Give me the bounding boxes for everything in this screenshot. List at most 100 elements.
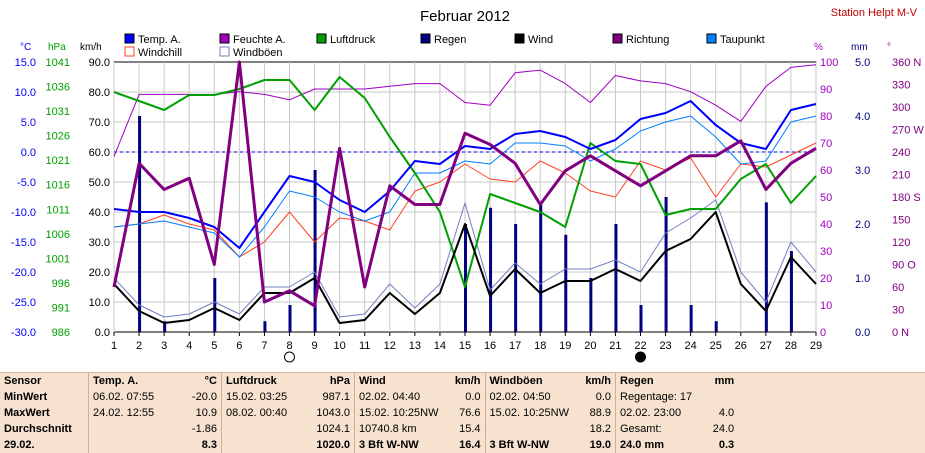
humidity-tick-label: 20 <box>820 273 832 285</box>
x-tick-label: 9 <box>312 340 318 352</box>
x-tick-label: 25 <box>710 340 722 352</box>
direction-tick-label: 210 <box>892 170 910 182</box>
hdr-temp: Temp. A. <box>88 373 177 389</box>
left-axes: 15.0 10.0 5.0 0.0 -5.0 -10.0 -15.0 -20.0 -25.0 -3… <box>11 57 110 339</box>
hdr-temp-unit: °C <box>204 375 217 387</box>
kmh-tick-label: 90.0 <box>89 57 110 69</box>
x-tick-label: 4 <box>186 340 192 352</box>
rain-tick-label: 3.0 <box>855 165 870 177</box>
hdr-sensor: Sensor <box>4 375 42 387</box>
press-when <box>221 437 312 453</box>
rain-bar <box>514 224 518 332</box>
legend-swatch <box>514 33 525 44</box>
legend-label: Regen <box>434 34 466 46</box>
pressure-tick-label: 1006 <box>46 229 70 241</box>
wind-when: 10740.8 km <box>354 421 443 437</box>
row-label: MinWert <box>4 391 48 403</box>
temp-tick-label: -10.0 <box>11 207 36 219</box>
rain-bar <box>313 170 317 332</box>
rain-bar <box>689 305 693 332</box>
temp-when: 06.02. 07:55 <box>88 389 177 405</box>
x-tick-label: 24 <box>685 340 697 352</box>
temp-value: -20.0 <box>191 391 217 403</box>
wind-value: 0.0 <box>465 391 481 403</box>
direction-tick-label: 330 <box>892 80 910 92</box>
press-value: 987.1 <box>322 391 350 403</box>
pressure-tick-label: 1031 <box>46 106 70 118</box>
series-line-luftdruck <box>113 76 817 288</box>
temp-value: 10.9 <box>195 407 217 419</box>
series-line-temp-a- <box>113 100 817 249</box>
temp-when: 24.02. 12:55 <box>88 405 177 421</box>
stats-panel: Sensor Temp. A. °C Luftdruck hPa Wind km… <box>0 372 925 453</box>
rain-tick-label: 1.0 <box>855 273 870 285</box>
legend-label: Windböen <box>233 47 283 59</box>
legend-label: Feuchte A. <box>233 34 286 46</box>
rain-bar <box>789 251 793 332</box>
kmh-tick-label: 50.0 <box>89 177 110 189</box>
pressure-tick-label: 996 <box>52 278 70 290</box>
pressure-tick-label: 1001 <box>46 253 70 265</box>
rain-tick-label: 0.0 <box>855 327 870 339</box>
kmh-tick-label: 80.0 <box>89 87 110 99</box>
rain-bar <box>614 224 618 332</box>
rain-tick-label: 4.0 <box>855 111 870 123</box>
legend-label: Taupunkt <box>720 34 765 46</box>
pressure-tick-label: 991 <box>52 302 70 314</box>
legend-label: Windchill <box>138 47 182 59</box>
rain-bar <box>213 278 217 332</box>
gust-when: 3 Bft W-NW <box>484 437 573 453</box>
hdr-press: Luftdruck <box>221 373 312 389</box>
kmh-tick-label: 60.0 <box>89 147 110 159</box>
temp-tick-label: -20.0 <box>11 267 36 279</box>
direction-tick-label: 360 N <box>892 57 921 69</box>
moon-phase-icon <box>284 351 295 363</box>
hdr-rain-unit: mm <box>714 375 735 387</box>
x-tick-label: 3 <box>161 340 167 352</box>
rain-tick-label: 5.0 <box>855 57 870 69</box>
rain-bar <box>764 202 768 332</box>
x-tick-label: 16 <box>484 340 496 352</box>
stats-row-max: MaxWert 24.02. 12:55 10.9 08.02. 00:40 1… <box>0 405 738 421</box>
hdr-wind: Wind <box>354 373 443 389</box>
humidity-tick-label: 30 <box>820 246 832 258</box>
series-lines <box>112 60 817 324</box>
legend-swatch <box>124 46 135 57</box>
x-axis: 1 2 3 4 5 6 7 8 9 10 11 12 13 14 15 16 17 18 19 20 21 22 23 24 2… <box>111 332 822 363</box>
rain-bar <box>714 321 718 332</box>
x-tick-label: 8 <box>286 340 292 352</box>
x-tick-label: 10 <box>334 340 346 352</box>
pressure-tick-label: 1026 <box>46 131 70 143</box>
rain-value: 0.3 <box>718 439 735 451</box>
temp-value: 8.3 <box>201 439 217 451</box>
pressure-axis-unit: hPa <box>48 42 66 53</box>
rain-bar <box>163 321 167 332</box>
legend-swatch <box>219 33 230 44</box>
weather-chart: Februar 2012 Station Helpt M-V Temp. A. F… <box>11 7 924 363</box>
direction-tick-label: 240 <box>892 147 910 159</box>
wind-value: 76.6 <box>459 407 481 419</box>
press-when: 15.02. 03:25 <box>221 389 312 405</box>
humidity-tick-label: 0 <box>820 327 826 339</box>
legend-label: Richtung <box>626 34 669 46</box>
direction-tick-label: 30 <box>892 305 904 317</box>
kmh-tick-label: 20.0 <box>89 267 110 279</box>
pressure-tick-label: 1016 <box>46 180 70 192</box>
rain-value <box>696 389 738 405</box>
temp-tick-label: 15.0 <box>15 57 36 69</box>
wind-when: 02.02. 04:40 <box>354 389 443 405</box>
x-tick-label: 13 <box>409 340 421 352</box>
gust-value: 19.0 <box>589 439 611 451</box>
press-value: 1020.0 <box>316 439 350 451</box>
x-tick-label: 26 <box>735 340 747 352</box>
rain-bar <box>539 202 543 332</box>
rain-label: 24.0 mm <box>615 437 697 453</box>
pressure-tick-label: 1041 <box>46 57 70 69</box>
legend-label: Luftdruck <box>330 34 376 46</box>
x-tick-label: 2 <box>136 340 142 352</box>
x-tick-label: 23 <box>659 340 671 352</box>
direction-tick-label: 0 N <box>892 327 909 339</box>
rain-bar <box>288 305 292 332</box>
x-tick-label: 20 <box>584 340 596 352</box>
series-line-richtung <box>112 60 817 308</box>
